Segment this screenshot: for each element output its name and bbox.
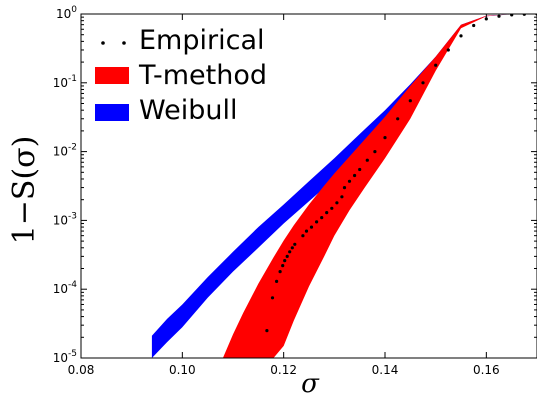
- empirical-point: [270, 296, 275, 300]
- plot-frame: [80, 13, 537, 359]
- legend-item-empirical: Empirical: [101, 25, 265, 56]
- t-method-band: [222, 14, 537, 358]
- x-axis-label: σ: [301, 369, 320, 396]
- empirical-point: [342, 186, 347, 190]
- empirical-point: [434, 63, 438, 67]
- empirical-point: [285, 254, 289, 258]
- empirical-point: [340, 195, 344, 199]
- legend-item-t-method: T-method: [95, 60, 267, 91]
- empirical-point: [265, 329, 269, 333]
- empirical-point: [358, 167, 362, 172]
- empirical-point: [459, 34, 463, 38]
- empirical-points: [265, 14, 537, 333]
- empirical-point: [290, 246, 294, 250]
- empirical-point: [309, 225, 314, 229]
- plot-area: [151, 14, 537, 358]
- empirical-point: [288, 250, 292, 254]
- x-tick-label: 0.16: [473, 363, 500, 377]
- x-tick-labels: 0.08 0.10 0.12 0.14 0.16: [68, 363, 500, 377]
- empirical-point: [330, 206, 334, 210]
- x-tick-label: 0.14: [372, 363, 399, 377]
- y-tick-label: 10-2: [53, 143, 77, 159]
- y-tick-label: 100: [56, 5, 77, 21]
- empirical-point: [408, 99, 412, 103]
- empirical-point: [396, 117, 400, 121]
- x-tick-label: 0.08: [68, 363, 95, 377]
- empirical-point: [383, 136, 387, 140]
- legend-marker-empirical: [122, 41, 126, 45]
- legend-marker-empirical: [101, 41, 105, 45]
- y-tick-label: 10-1: [53, 74, 77, 90]
- empirical-point: [293, 242, 297, 246]
- legend-item-weibull: Weibull: [95, 95, 237, 126]
- empirical-point: [510, 14, 514, 17]
- empirical-point: [347, 179, 352, 183]
- legend-label-t-method: T-method: [138, 60, 267, 91]
- y-tick-labels: 10-5 10-4 10-3 10-2 10-1 100: [53, 5, 78, 365]
- legend-label-empirical: Empirical: [139, 25, 265, 56]
- empirical-point: [335, 201, 339, 205]
- legend-swatch-weibull: [95, 104, 129, 121]
- legend: Empirical T-method Weibull: [95, 25, 267, 126]
- y-tick-label: 10-3: [53, 211, 77, 227]
- empirical-point: [373, 150, 377, 154]
- empirical-point: [304, 229, 309, 233]
- empirical-point: [281, 264, 285, 268]
- y-tick-label: 10-5: [53, 349, 77, 365]
- empirical-point: [365, 158, 369, 162]
- y-axis-label: 1−S(σ): [7, 136, 42, 245]
- empirical-point: [320, 216, 324, 220]
- empirical-point: [275, 279, 279, 283]
- y-tick-label: 10-4: [53, 280, 78, 296]
- empirical-point: [315, 220, 319, 224]
- empirical-point: [325, 211, 329, 215]
- empirical-point: [301, 234, 305, 238]
- empirical-point: [353, 173, 357, 178]
- legend-label-weibull: Weibull: [139, 95, 237, 126]
- legend-swatch-t-method: [95, 67, 129, 84]
- empirical-point: [472, 23, 476, 28]
- x-tick-label: 0.10: [169, 363, 196, 377]
- empirical-point: [497, 14, 501, 18]
- empirical-point: [421, 81, 425, 85]
- empirical-point: [278, 270, 282, 274]
- empirical-point: [446, 48, 450, 52]
- x-tick-label: 0.12: [270, 363, 297, 377]
- empirical-point: [283, 259, 287, 263]
